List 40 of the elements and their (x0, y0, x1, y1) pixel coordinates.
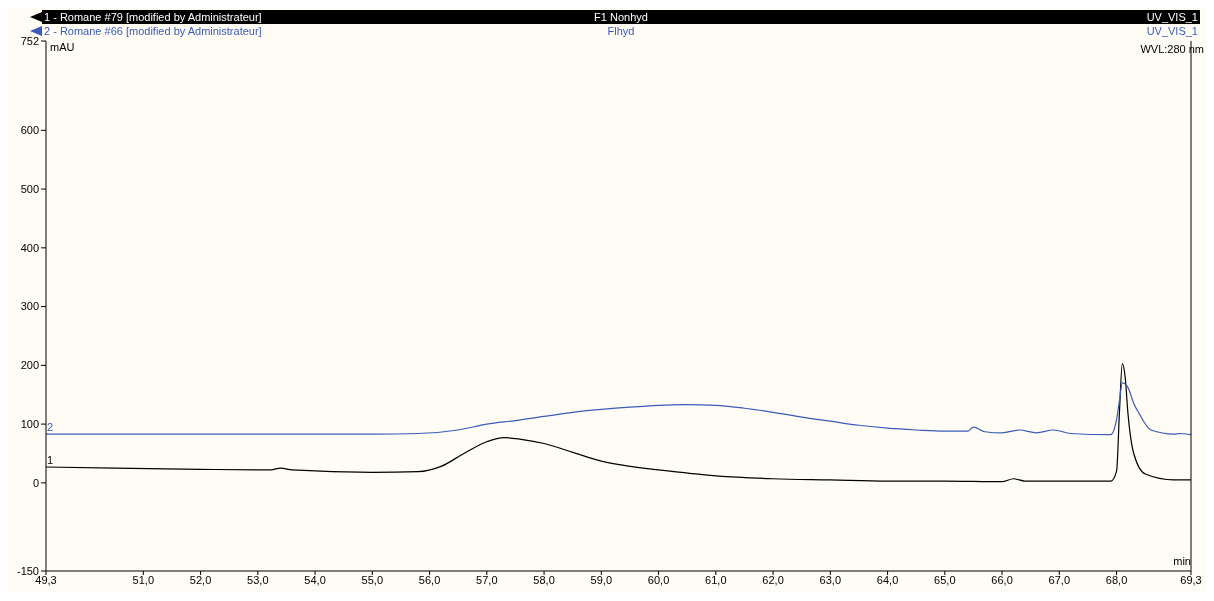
x-tick-label: 67,0 (1048, 573, 1071, 586)
x-tick-label: 55,0 (361, 573, 384, 586)
x-tick-label: 63,0 (819, 573, 842, 586)
y-tick-label: 752 (20, 34, 39, 47)
x-tick-label: 52,0 (189, 573, 212, 586)
text: UV_VIS_1 (1146, 10, 1198, 24)
y-tick-label: 0 (32, 476, 39, 489)
x-tick-label: 58,0 (533, 573, 555, 586)
x-tick-label: 56,0 (418, 573, 441, 586)
x-tick-label: 68,0 (1105, 573, 1128, 586)
line-series (46, 382, 1191, 436)
y-tick-label: -150 (16, 564, 39, 577)
y-tick-label: 300 (20, 300, 39, 313)
x-tick-label: 51,0 (132, 573, 155, 586)
text: F1 Nonhyd (594, 10, 648, 24)
annotation: 1 (46, 454, 54, 466)
y-tick-label: 600 (20, 124, 39, 137)
text: UV_VIS_1 (1146, 24, 1198, 38)
x-tick-label: 62,0 (762, 573, 784, 586)
text: Flhyd (607, 24, 635, 38)
x-tick-label: 64,0 (876, 573, 899, 586)
x-tick-label: 65,0 (934, 573, 956, 586)
x-tick-label: 60,0 (647, 573, 670, 586)
x-tick-label: 57,0 (476, 573, 498, 586)
y-axis-title: mAU (50, 40, 75, 53)
legend-label: 1 - Romane #79 [modified by Administrateur] (44, 10, 262, 24)
legend-label: 2 - Romane #66 [modified by Administrateur] (44, 24, 262, 38)
x-tick-label: 66,0 (991, 573, 1013, 586)
y-tick-label: 100 (20, 418, 39, 431)
x-axis-title: min (1173, 554, 1191, 567)
y-tick-label: 400 (20, 241, 39, 254)
x-tick-label: 54,0 (304, 573, 326, 586)
x-tick-label: 69,3 (1180, 573, 1202, 586)
y-tick-label: 200 (20, 359, 39, 372)
y-tick-label: 500 (20, 182, 39, 195)
x-tick-label: 53,0 (247, 573, 269, 586)
x-tick-label: 59,0 (590, 573, 613, 586)
x-tick-label: 61,0 (705, 573, 727, 586)
annotation: 2 (46, 421, 54, 434)
annotation: WVL:280 nm (1140, 43, 1204, 55)
